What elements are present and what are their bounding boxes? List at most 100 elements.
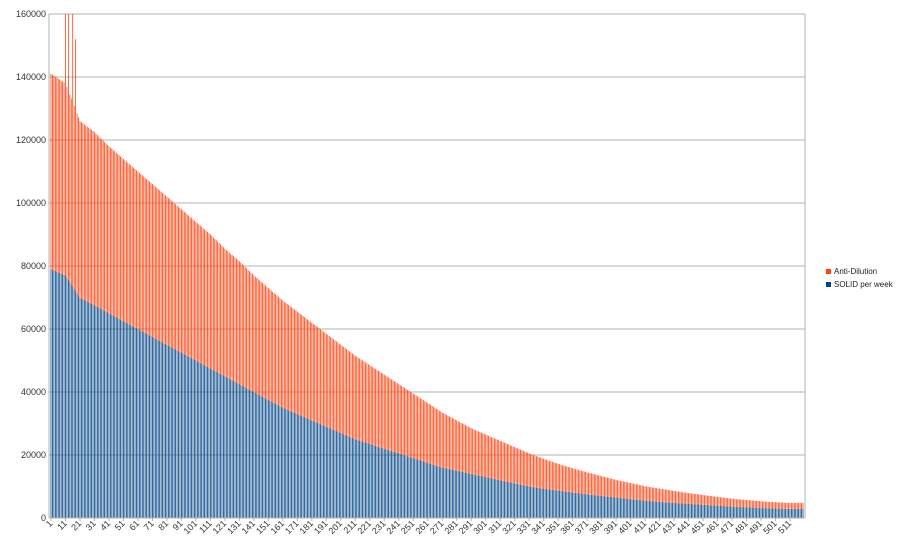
bar-solid-per-week bbox=[299, 415, 301, 518]
bar-solid-per-week bbox=[446, 468, 447, 518]
bar-solid-per-week bbox=[160, 341, 162, 518]
bar-anti-dilution bbox=[795, 502, 797, 509]
y-tick-label: 0 bbox=[41, 513, 46, 523]
bar-anti-dilution bbox=[398, 384, 400, 454]
bar-anti-dilution bbox=[518, 449, 520, 485]
bar-solid-per-week bbox=[698, 504, 700, 518]
bar-anti-dilution bbox=[456, 420, 458, 471]
bar-solid-per-week bbox=[717, 505, 718, 518]
bar-solid-per-week bbox=[76, 293, 78, 518]
y-tick-label: 80000 bbox=[21, 261, 46, 271]
bar-solid-per-week bbox=[205, 366, 207, 518]
bar-solid-per-week bbox=[60, 273, 62, 518]
bar-anti-dilution bbox=[379, 371, 381, 448]
bar-anti-dilution bbox=[725, 498, 727, 507]
bar-solid-per-week bbox=[349, 436, 350, 518]
x-tick-label: 51 bbox=[113, 518, 127, 532]
bar-anti-dilution bbox=[209, 234, 211, 369]
bar-solid-per-week bbox=[630, 499, 631, 518]
bar-solid-per-week bbox=[512, 483, 514, 518]
bar-anti-dilution bbox=[94, 132, 95, 306]
bar-solid-per-week bbox=[634, 499, 636, 518]
bar-anti-dilution bbox=[698, 494, 700, 505]
bar-solid-per-week bbox=[270, 401, 272, 518]
bar-solid-per-week bbox=[608, 496, 610, 518]
bar-anti-dilution bbox=[699, 494, 701, 505]
bar-solid-per-week bbox=[98, 307, 100, 518]
bar-anti-dilution bbox=[779, 502, 781, 509]
bar-anti-dilution bbox=[669, 490, 671, 503]
bar-anti-dilution bbox=[788, 502, 789, 509]
bar-anti-dilution bbox=[389, 378, 391, 451]
bar-anti-dilution bbox=[460, 422, 462, 472]
bar-solid-per-week bbox=[588, 494, 589, 518]
bar-anti-dilution bbox=[118, 155, 120, 319]
bar-anti-dilution bbox=[746, 500, 747, 508]
bar-anti-dilution bbox=[89, 128, 91, 304]
bar-anti-dilution bbox=[511, 445, 513, 483]
bar-solid-per-week bbox=[783, 508, 785, 518]
bar-anti-dilution bbox=[402, 386, 404, 455]
bar-solid-per-week bbox=[737, 506, 739, 518]
bar-solid-per-week bbox=[595, 495, 597, 518]
bar-anti-dilution bbox=[133, 167, 134, 327]
bar-solid-per-week bbox=[796, 508, 798, 518]
bar-solid-per-week bbox=[695, 504, 697, 518]
bar-solid-per-week bbox=[347, 436, 349, 518]
bar-anti-dilution bbox=[467, 426, 469, 474]
bar-anti-dilution bbox=[537, 456, 539, 488]
bar-solid-per-week bbox=[386, 449, 388, 518]
bar-anti-dilution bbox=[341, 345, 343, 434]
bar-anti-dilution bbox=[82, 123, 84, 300]
x-tick-label: 81 bbox=[156, 518, 170, 532]
bar-solid-per-week bbox=[220, 373, 221, 518]
bar-anti-dilution bbox=[86, 126, 88, 302]
bar-anti-dilution bbox=[188, 215, 190, 357]
bar-anti-dilution bbox=[363, 361, 365, 443]
bar-anti-dilution bbox=[120, 156, 121, 320]
bar-anti-dilution bbox=[146, 179, 148, 334]
bar-solid-per-week bbox=[266, 399, 268, 518]
bar-solid-per-week bbox=[330, 428, 332, 518]
bar-solid-per-week bbox=[107, 312, 108, 518]
bar-anti-dilution bbox=[704, 495, 705, 505]
bar-anti-dilution bbox=[349, 351, 350, 437]
bar-anti-dilution bbox=[505, 443, 507, 482]
bar-solid-per-week bbox=[756, 507, 758, 518]
bar-anti-dilution bbox=[309, 321, 311, 420]
bar-solid-per-week bbox=[495, 479, 497, 518]
bar-solid-per-week bbox=[764, 508, 766, 518]
bar-anti-dilution bbox=[775, 502, 776, 509]
bar-anti-dilution bbox=[62, 81, 63, 275]
bar-solid-per-week bbox=[612, 497, 614, 518]
bar-solid-per-week bbox=[709, 505, 711, 518]
bar-solid-per-week bbox=[118, 318, 120, 518]
bar-solid-per-week bbox=[183, 354, 185, 518]
bar-anti-dilution bbox=[181, 209, 182, 353]
bar-anti-dilution bbox=[773, 502, 775, 509]
bar-solid-per-week bbox=[521, 484, 523, 518]
bar-anti-dilution bbox=[127, 162, 129, 324]
bar-anti-dilution bbox=[499, 440, 501, 481]
bar-anti-dilution bbox=[189, 216, 191, 358]
bar-solid-per-week bbox=[121, 320, 123, 518]
bar-solid-per-week bbox=[428, 463, 430, 518]
bar-anti-dilution bbox=[627, 482, 629, 499]
bar-anti-dilution bbox=[240, 262, 242, 385]
bar-anti-dilution bbox=[640, 485, 642, 501]
bar-anti-dilution bbox=[382, 373, 384, 449]
bar-solid-per-week bbox=[315, 422, 317, 518]
bar-solid-per-week bbox=[637, 499, 639, 518]
bar-anti-dilution bbox=[624, 481, 626, 499]
bar-solid-per-week bbox=[554, 490, 556, 518]
bar-solid-per-week bbox=[112, 315, 114, 518]
bar-anti-dilution bbox=[295, 310, 297, 414]
bar-solid-per-week bbox=[656, 501, 658, 518]
bar-solid-per-week bbox=[757, 507, 759, 518]
bar-solid-per-week bbox=[238, 384, 240, 518]
bar-anti-dilution bbox=[454, 419, 456, 471]
bar-solid-per-week bbox=[625, 498, 627, 518]
bar-anti-dilution bbox=[730, 498, 731, 507]
bar-solid-per-week bbox=[464, 472, 466, 518]
bar-anti-dilution bbox=[692, 493, 694, 505]
